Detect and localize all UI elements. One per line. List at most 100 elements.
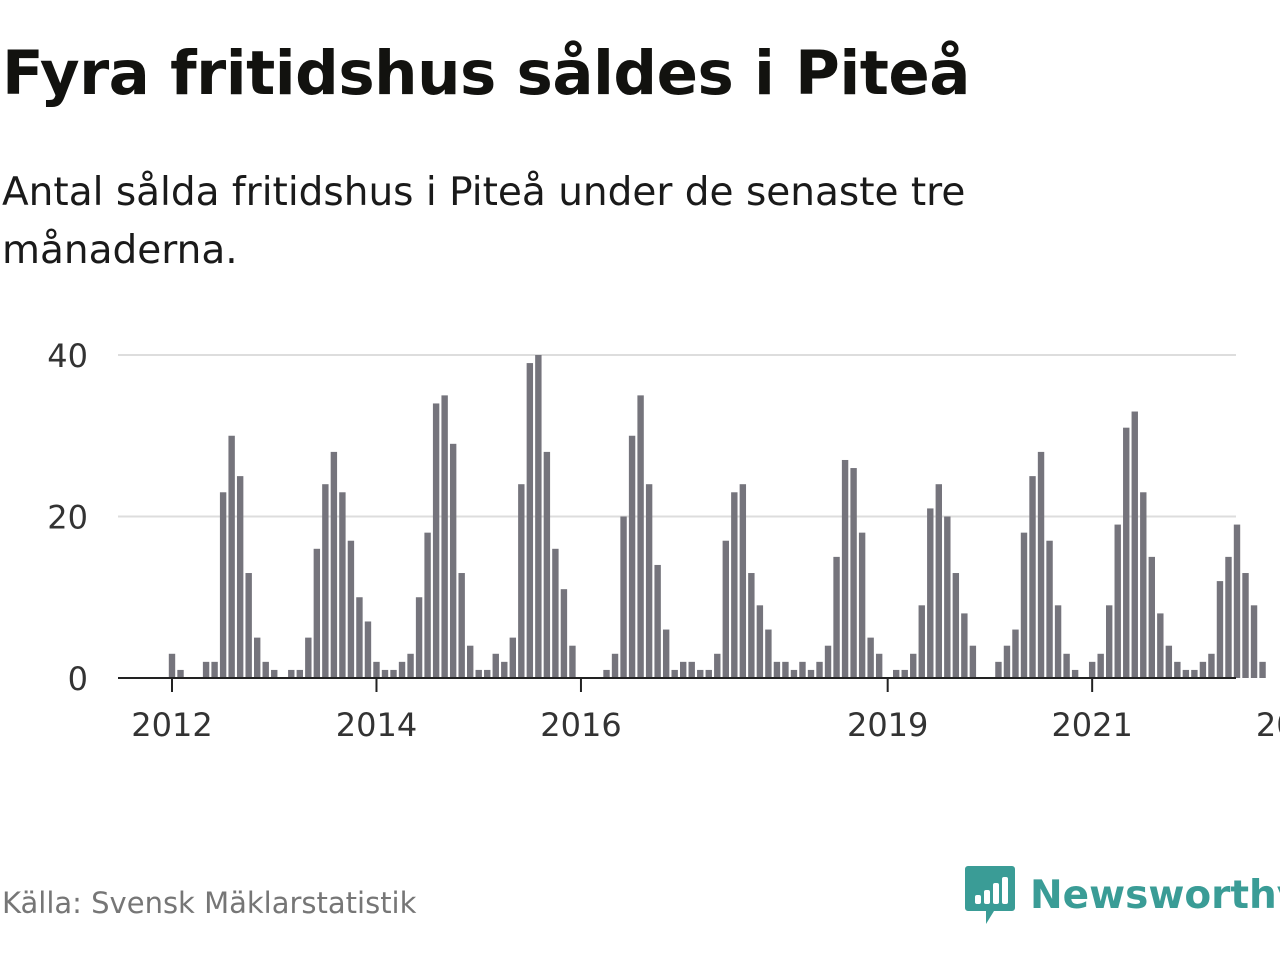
bar [364,621,372,678]
chart-title: Fyra fritidshus såldes i Piteå [2,38,970,109]
bar [739,484,747,678]
bar [807,669,815,678]
bar [475,669,482,678]
bar [858,532,866,678]
bar [526,363,534,678]
bar [1208,653,1215,678]
bar [1012,629,1019,678]
newsworthy-logo-icon [965,866,1015,924]
bar [271,669,278,678]
bar [1088,661,1096,678]
bar [518,484,525,678]
bar [543,451,551,678]
bar [722,540,729,678]
bar [398,661,406,678]
bar [995,661,1002,678]
bar [1020,532,1028,678]
bar [1174,661,1181,678]
bar [330,451,338,678]
bar [313,548,321,678]
bar [645,484,653,678]
bar [875,653,883,678]
bar [1259,661,1266,678]
bar [1071,669,1079,678]
bar [850,468,857,678]
bar [492,653,499,678]
bar [432,403,440,678]
bar [202,661,210,678]
bar [628,435,636,678]
bar [1233,524,1241,678]
bar [918,605,925,678]
bar [322,484,329,678]
bar [390,669,397,678]
bar [339,492,346,678]
bar [867,637,874,678]
bar [407,653,414,678]
bar [799,661,806,678]
bar [1123,427,1130,678]
y-tick-label: 40 [47,337,88,375]
x-tick-label: 2016 [540,706,621,744]
bar [756,605,764,678]
brand-name: Newsworthy [1030,872,1280,918]
bar [236,476,244,678]
bar [1182,669,1190,678]
bar [245,573,252,678]
bar [927,508,934,678]
bar [305,637,312,678]
bar [603,669,610,678]
bar [1054,605,1062,678]
bar [288,669,295,678]
bar [168,653,176,678]
x-tick-label: 2019 [847,706,928,744]
bar [211,661,218,678]
bar [569,645,576,678]
bar [731,492,738,678]
bar [467,645,474,678]
bar [782,661,789,678]
bar [714,653,721,678]
bar [935,484,942,678]
bar [697,669,704,678]
bar [1199,661,1207,678]
bar [654,564,661,678]
bar-chart: 020402012201420162019202120234 [47,337,1280,744]
bar [1097,653,1104,678]
bar [1216,581,1224,678]
bar [1131,411,1138,678]
bar [910,653,917,678]
bar [748,573,755,678]
bar [790,669,798,678]
x-tick-label: 2012 [131,706,212,744]
bar [484,669,491,678]
chart-subtitle: Antal sålda fritidshus i Piteå under de … [2,170,966,273]
bar [1106,605,1113,678]
bar [228,435,235,678]
bar [969,645,977,678]
bar [893,669,900,678]
source-note: Källa: Svensk Mäklarstatistik [2,886,417,920]
bar [381,669,389,678]
x-tick-label: 2023 [1256,706,1280,744]
bar [637,395,644,678]
bar [1037,451,1045,678]
bar [449,443,457,678]
bar [688,661,695,678]
bar [347,540,355,678]
bar [373,661,380,678]
bar [611,653,619,678]
bar [662,629,670,678]
bar [262,661,269,678]
bar [961,613,968,678]
bar [560,589,568,678]
bar [1225,556,1232,678]
bar [1157,613,1164,678]
bar [1242,573,1249,678]
bar [415,597,423,678]
bar [535,355,542,678]
bar [833,556,840,678]
bar [441,395,448,678]
bar [1029,476,1036,678]
bar [177,669,184,678]
